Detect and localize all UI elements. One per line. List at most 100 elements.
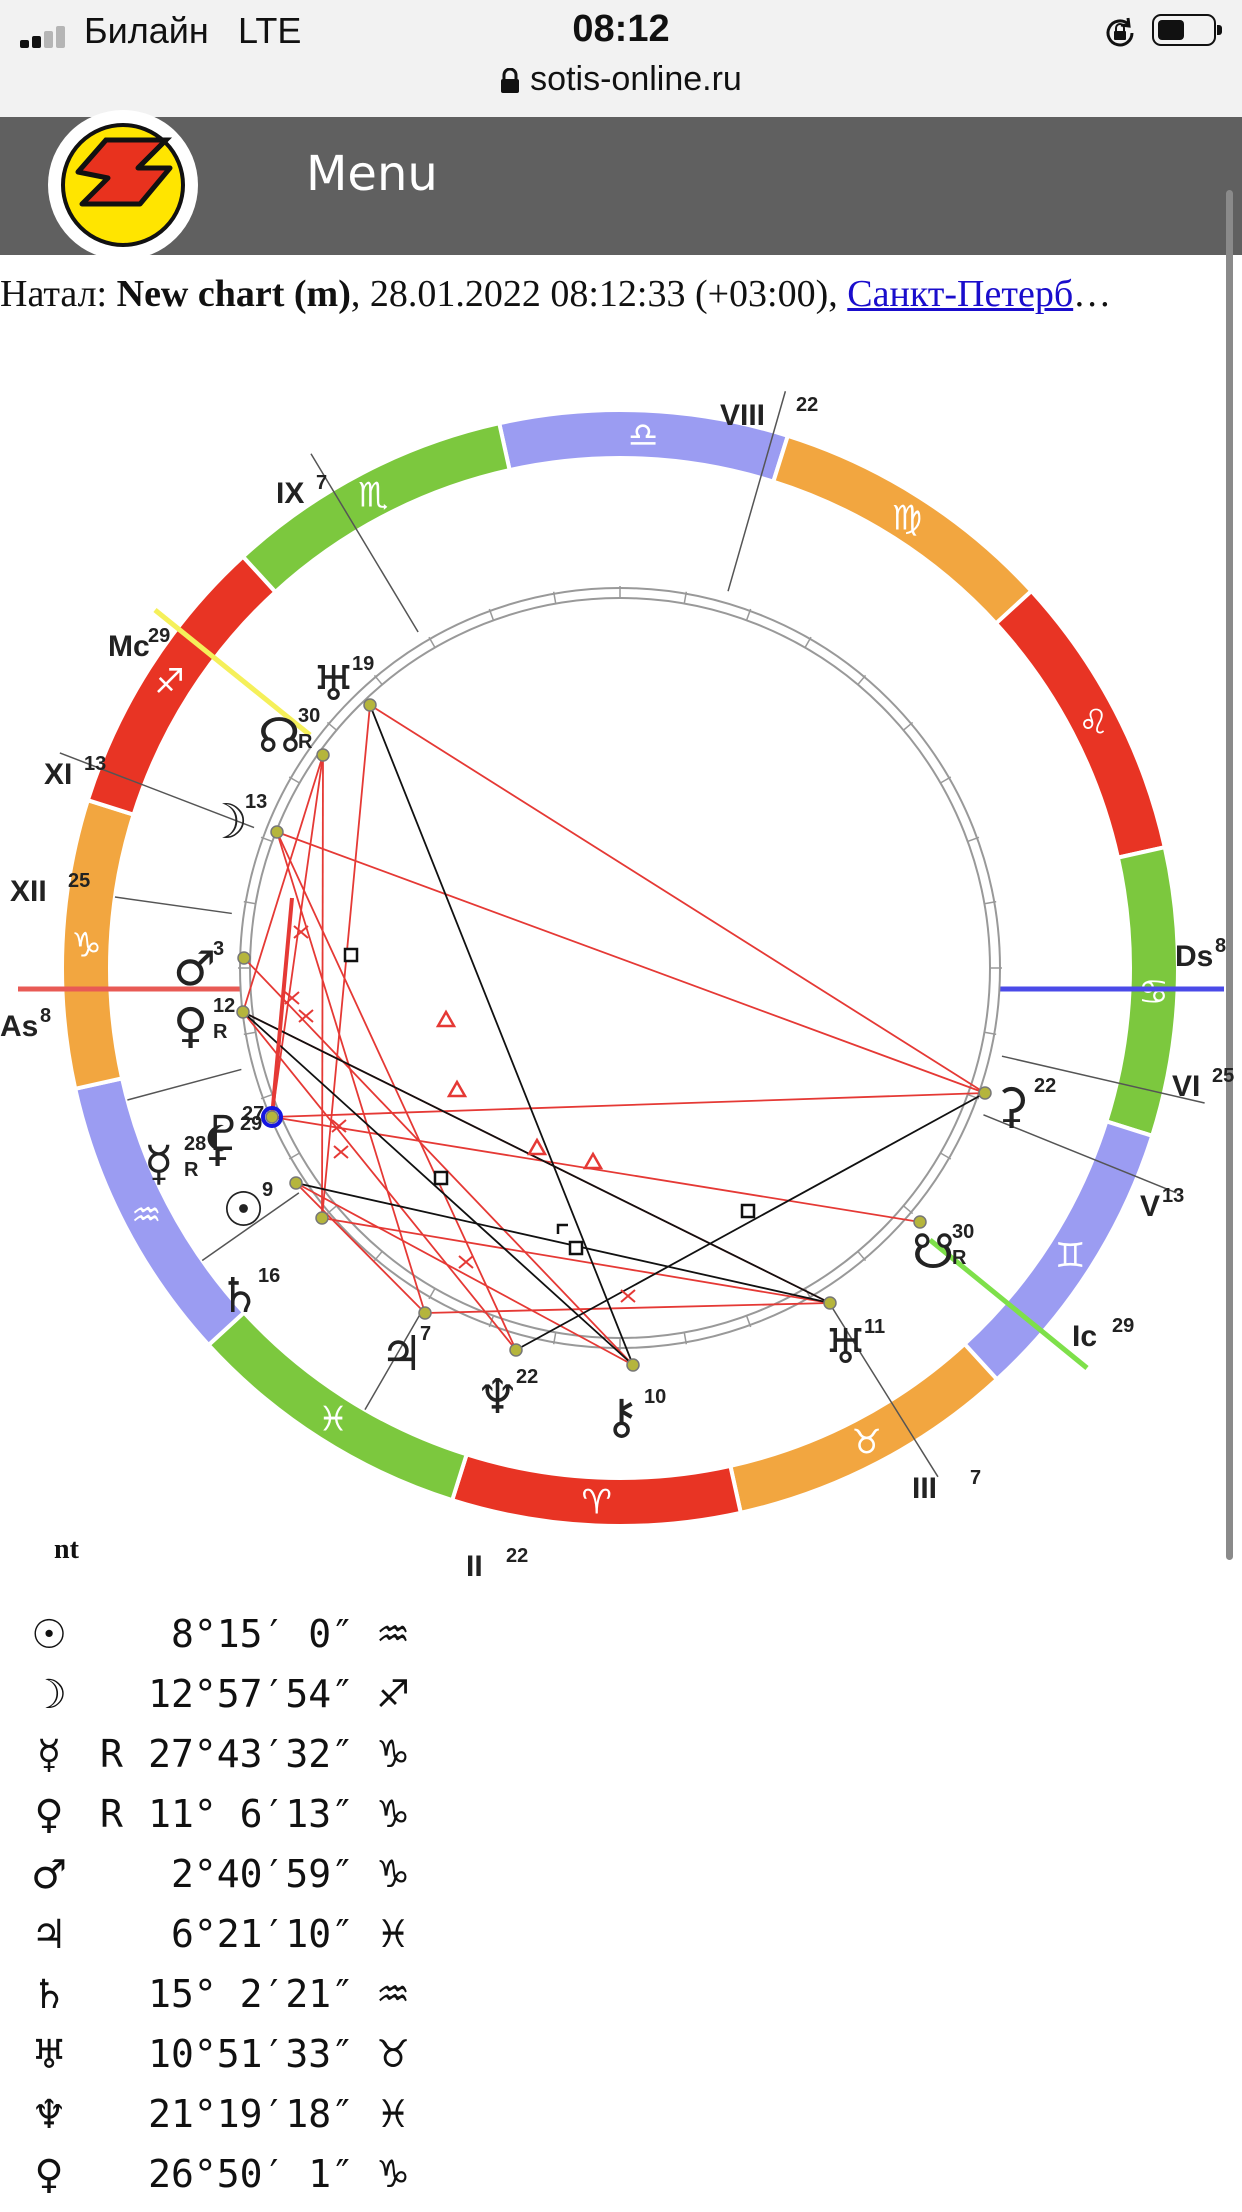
imum-coeli-line xyxy=(928,1238,1089,1370)
menu-button[interactable]: Menu xyxy=(306,146,438,202)
degree-tick xyxy=(373,674,383,686)
position-row: ♀ R 11° 6′13″ ♑ xyxy=(0,1792,440,1852)
opposition-aspect-icon xyxy=(284,991,300,1005)
house-label-ic: Ic xyxy=(1072,1320,1097,1353)
degree-tick xyxy=(552,591,557,604)
planet-degree: 9 xyxy=(262,1179,273,1201)
aspect-line-square xyxy=(242,1011,831,1304)
house-label-ds: Ds xyxy=(1175,940,1213,973)
lilith-icon: ⚸ xyxy=(200,1116,235,1172)
degree-tick xyxy=(804,636,812,648)
address-bar[interactable]: sotis-online.ru xyxy=(0,60,1242,99)
aspect-line-trine xyxy=(321,754,324,1219)
gemini-sign-icon: ♊ xyxy=(1055,1236,1085,1276)
virgo-sign-icon: ♍ xyxy=(892,499,922,539)
logo-s-icon xyxy=(61,123,185,247)
planet-point-ven xyxy=(236,1005,250,1019)
degree-tick xyxy=(243,1031,256,1036)
planet-point-nep xyxy=(509,1343,523,1357)
position-row: ☿ R 27°43′32″ ♑ xyxy=(0,1732,440,1792)
house-cusp-line xyxy=(114,896,232,915)
taurus-sign-icon: ♉ xyxy=(851,1423,881,1463)
planet-point-sn xyxy=(913,1215,927,1229)
uranus-point-icon: ♅ xyxy=(824,1319,867,1375)
planet-degree: 10 xyxy=(644,1386,666,1408)
zodiac-sign-icon: ♓ xyxy=(376,2092,411,2136)
opposition-aspect-icon xyxy=(331,1119,347,1133)
position-value: 6°21′10″ xyxy=(170,1912,354,1956)
planet-point-sun xyxy=(289,1176,303,1190)
selected-planet-marker xyxy=(261,1106,283,1128)
pluto-icon: ♀ xyxy=(34,2152,64,2198)
degree-tick xyxy=(940,1152,952,1160)
uranus-icon: ♅ xyxy=(31,2032,67,2078)
degree-tick xyxy=(940,776,952,784)
house-label-v: V xyxy=(1140,1190,1160,1223)
leo-sign-icon: ♌ xyxy=(1078,702,1108,742)
url-text: sotis-online.ru xyxy=(530,60,742,98)
opposition-aspect-icon xyxy=(298,1009,314,1023)
trine-aspect-icon xyxy=(582,1151,604,1170)
degree-tick xyxy=(902,721,914,731)
planet-degree: 13 xyxy=(245,791,267,813)
house-degree: 29 xyxy=(148,625,170,647)
neptune-icon: ♆ xyxy=(476,1369,519,1425)
planet-point-mars xyxy=(237,951,251,965)
saturn-icon: ♄ xyxy=(31,1972,67,2018)
position-row: ☽ 12°57′54″ ♐ xyxy=(0,1672,440,1732)
position-row: ♂ 2°40′59″ ♑ xyxy=(0,1852,440,1912)
aspect-line-trine xyxy=(321,1217,831,1304)
retrograde-marker: R xyxy=(213,1021,228,1043)
planet-degree: 29 xyxy=(240,1113,262,1135)
south-node-icon: ☋ xyxy=(912,1224,955,1280)
position-value: 2°40′59″ xyxy=(170,1852,354,1896)
planet-degree: 28 xyxy=(184,1133,206,1155)
aspect-lines xyxy=(242,704,986,1366)
uranus-icon: ♅ xyxy=(312,656,355,712)
degree-tick xyxy=(967,836,980,843)
north-node-icon: ☊ xyxy=(258,708,301,764)
house-degree: 7 xyxy=(316,472,327,494)
retrograde-flag: R xyxy=(100,1792,123,1836)
zodiac-sign-icon: ♒ xyxy=(376,1612,411,1656)
aspect-line-conjunction xyxy=(270,897,294,1118)
libra-sign-icon: ♎ xyxy=(628,416,658,456)
position-value: 12°57′54″ xyxy=(148,1672,354,1716)
status-time: 08:12 xyxy=(572,8,670,50)
site-logo[interactable] xyxy=(48,110,198,260)
planet-degree: 22 xyxy=(1034,1075,1056,1097)
position-row: ♆ 21°19′18″ ♓ xyxy=(0,2092,440,2152)
page-scrollbar[interactable] xyxy=(1226,190,1233,1560)
house-cusps xyxy=(59,391,1205,1478)
city-link[interactable]: Санкт-Петерб xyxy=(847,273,1074,315)
position-row: ♀ 26°50′ 1″ ♑ xyxy=(0,2152,440,2212)
zodiac-sign-icon: ♑ xyxy=(376,1732,411,1776)
degree-tick xyxy=(488,608,495,621)
planet-degree: 22 xyxy=(516,1366,538,1388)
square-aspect-icon xyxy=(568,1240,584,1256)
planet-glyphs: ♅19☊30R☽13♂3♀ 12R♇27☿ 28R ⚸ 29☉9♄16♃7♆22⚷ 10♅… xyxy=(144,653,1056,1445)
house-label-iii: III xyxy=(912,1472,937,1505)
inner-circle xyxy=(238,586,1002,1350)
retrograde-marker: R xyxy=(952,1247,967,1269)
planet-point-moon xyxy=(270,825,284,839)
degree-tick xyxy=(488,1315,495,1328)
planet-degree: 12 xyxy=(213,995,235,1017)
site-header xyxy=(0,117,1242,255)
position-value: 27°43′32″ xyxy=(148,1732,354,1776)
retrograde-marker: R xyxy=(298,731,313,753)
planet-degree: 19 xyxy=(352,653,374,675)
zodiac-sign-icon: ♒ xyxy=(376,1972,411,2016)
house-degree: 22 xyxy=(506,1545,528,1567)
degree-tick xyxy=(984,900,997,905)
zodiac-sign-icon: ♑ xyxy=(376,1792,411,1836)
degree-tick xyxy=(745,1315,752,1328)
saturn-icon: ♄ xyxy=(218,1268,261,1324)
zodiac-sign-icon: ♓ xyxy=(376,1912,411,1956)
degree-tick xyxy=(326,721,338,731)
planet-point-jup xyxy=(418,1306,432,1320)
opposition-aspect-icon xyxy=(293,925,309,939)
mercury-icon: ☿ xyxy=(36,1732,62,1778)
house-label-vi: VI xyxy=(1172,1070,1200,1103)
